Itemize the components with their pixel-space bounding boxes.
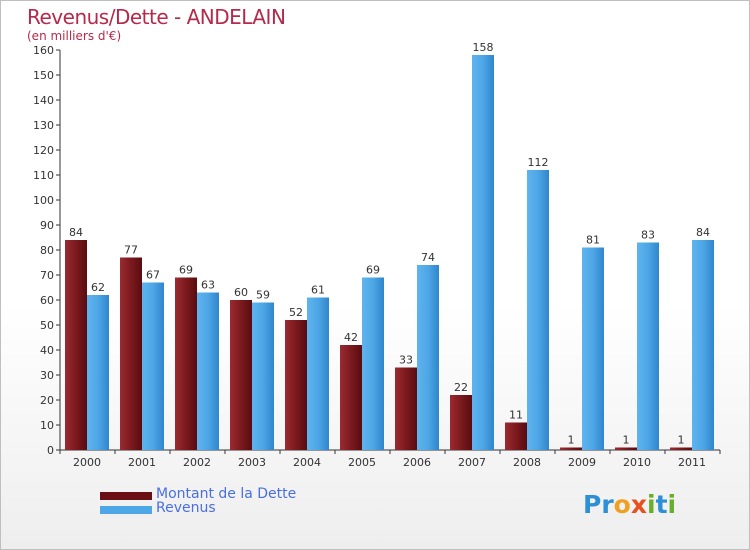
bar-dette [65,240,87,450]
value-label-revenus: 69 [366,264,380,277]
x-tick-label: 2000 [73,456,101,469]
value-label-dette: 84 [69,226,83,239]
x-tick-label: 2004 [293,456,321,469]
y-tick-label: 70 [40,269,54,282]
x-tick-label: 2011 [678,456,706,469]
bar-dette [615,447,637,450]
bar-dette [285,320,307,450]
y-tick-label: 150 [33,69,54,82]
y-tick-label: 40 [40,344,54,357]
bar-dette [670,447,692,450]
value-label-revenus: 62 [91,281,105,294]
value-label-dette: 69 [179,264,193,277]
value-label-dette: 1 [678,434,685,447]
legend-swatch-dette [100,492,152,500]
value-label-dette: 60 [234,286,248,299]
value-label-revenus: 59 [256,289,270,302]
y-tick-label: 10 [40,419,54,432]
x-tick-label: 2009 [568,456,596,469]
y-tick-label: 80 [40,244,54,257]
bar-revenus [362,277,384,450]
chart-title: Revenus/Dette - ANDELAIN [27,5,286,29]
value-label-revenus: 67 [146,269,160,282]
x-tick-label: 2003 [238,456,266,469]
legend-swatch-revenus [100,506,152,514]
chart-bars [65,55,714,450]
value-label-revenus: 158 [473,41,494,54]
value-label-revenus: 81 [586,234,600,247]
value-label-dette: 42 [344,331,358,344]
x-tick-label: 2005 [348,456,376,469]
y-tick-label: 140 [33,94,54,107]
y-tick-label: 120 [33,144,54,157]
bar-revenus [472,55,494,450]
y-tick-label: 160 [33,44,54,57]
bar-revenus [417,265,439,450]
bar-dette [395,367,417,450]
y-tick-label: 30 [40,369,54,382]
legend-label-revenus: Revenus [156,500,216,516]
y-tick-label: 0 [47,444,54,457]
bar-revenus [692,240,714,450]
value-label-dette: 1 [623,434,630,447]
chart-subtitle: (en milliers d'€) [27,29,122,43]
value-label-revenus: 61 [311,284,325,297]
value-label-dette: 1 [568,434,575,447]
y-tick-label: 130 [33,119,54,132]
bar-revenus [582,247,604,450]
y-tick-label: 100 [33,194,54,207]
bar-revenus [252,302,274,450]
value-label-dette: 11 [509,409,523,422]
x-tick-label: 2008 [513,456,541,469]
x-tick-label: 2002 [183,456,211,469]
legend-label-dette: Montant de la Dette [156,486,297,502]
bar-dette [560,447,582,450]
bar-dette [175,277,197,450]
value-label-revenus: 63 [201,279,215,292]
value-label-revenus: 83 [641,229,655,242]
bar-revenus [307,297,329,450]
value-label-dette: 33 [399,354,413,367]
proxiti-logo: Proxiti [583,490,677,519]
value-label-revenus: 112 [528,156,549,169]
value-label-revenus: 84 [696,226,710,239]
bar-revenus [87,295,109,450]
y-tick-label: 90 [40,219,54,232]
x-tick-label: 2006 [403,456,431,469]
x-tick-label: 2010 [623,456,651,469]
y-tick-label: 20 [40,394,54,407]
y-tick-label: 50 [40,319,54,332]
chart-labels: 2000 84 62 2001 77 67 2002 69 63 2003 60 59 2004 52 61… [69,41,710,469]
value-label-revenus: 74 [421,251,435,264]
bar-dette [230,300,252,450]
y-tick-label: 60 [40,294,54,307]
x-tick-label: 2001 [128,456,156,469]
y-tick-label: 110 [33,169,54,182]
bar-dette [450,395,472,450]
bar-dette [505,422,527,450]
value-label-dette: 22 [454,381,468,394]
x-tick-label: 2007 [458,456,486,469]
bar-dette [340,345,362,450]
value-label-dette: 52 [289,306,303,319]
bar-revenus [142,282,164,450]
bar-revenus [637,242,659,450]
bar-revenus [527,170,549,450]
value-label-dette: 77 [124,244,138,257]
bar-dette [120,257,142,450]
bar-revenus [197,292,219,450]
